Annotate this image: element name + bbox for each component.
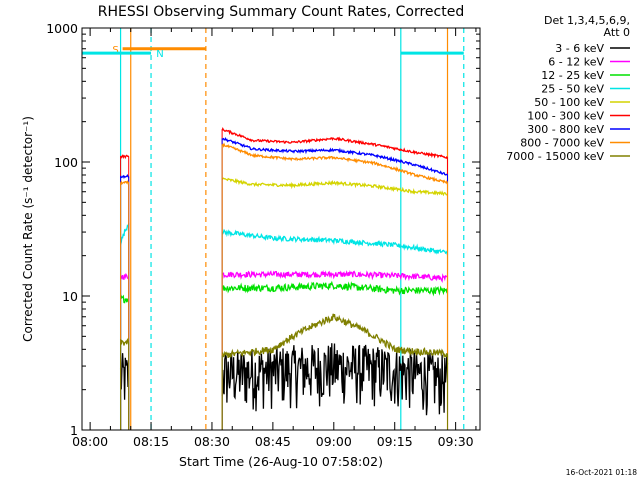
legend-entry-label: 25 - 50 keV [541, 83, 604, 96]
legend-entry-label: 3 - 6 keV [555, 42, 604, 55]
legend-entry-label: 300 - 800 keV [527, 123, 604, 136]
series-line-7000-15000-kev [222, 313, 449, 359]
series-line-12-25-kev [221, 280, 449, 297]
chart-title: RHESSI Observing Summary Count Rates, Co… [98, 4, 464, 20]
legend-header: Det 1,3,4,5,6,9, [544, 14, 630, 27]
y-tick-label: 1000 [46, 21, 78, 36]
y-tick-label: 10 [62, 289, 78, 304]
x-tick-label: 08:15 [133, 434, 169, 449]
data-series [119, 127, 449, 430]
night-bar-label: N [156, 49, 163, 60]
x-tick-label: 08:45 [255, 434, 291, 449]
saa-bar-label: S [112, 45, 118, 56]
series-line-6-12-kev [222, 270, 449, 283]
y-tick-label: 1 [70, 423, 78, 438]
x-tick-label: 09:00 [316, 434, 352, 449]
y-axis: 1 10 100 1000 [46, 21, 480, 438]
series-line-7000-15000-kev [119, 337, 130, 346]
series-line-6-12-kev [119, 272, 130, 280]
y-axis-label: Corrected Count Rate (s⁻¹ detector⁻¹) [21, 116, 35, 342]
legend-entry-label: 800 - 7000 keV [520, 137, 604, 150]
x-tick-label: 08:30 [194, 434, 230, 449]
series-line-25-50-kev [221, 228, 449, 256]
x-tick-label: 08:00 [72, 434, 108, 449]
x-tick-label: 09:15 [377, 434, 413, 449]
legend-entry-label: 50 - 100 keV [534, 96, 604, 109]
series-line-800-7000-kev [120, 180, 130, 186]
series-line-100-300-kev [120, 154, 130, 160]
legend-entry-label: 6 - 12 keV [548, 56, 604, 69]
series-line-300-800-kev [120, 174, 130, 179]
series-line-800-7000-kev [221, 142, 449, 185]
legend-header: Att 0 [604, 26, 630, 39]
series-line-300-800-kev [221, 137, 448, 176]
x-tick-label: 09:30 [438, 434, 474, 449]
x-axis: 08:00 08:15 08:30 08:45 09:00 09:15 09:30 [72, 28, 477, 449]
plot-area [81, 27, 481, 431]
series-line-3-6-kev [119, 353, 130, 400]
series-line-3-6-kev [221, 343, 449, 416]
legend-entry-label: 12 - 25 keV [541, 69, 604, 82]
y-tick-label: 100 [54, 155, 78, 170]
timestamp: 16-Oct-2021 01:18 [566, 468, 637, 477]
series-line-25-50-kev [119, 223, 130, 245]
legend-entry-label: 7000 - 15000 keV [506, 150, 604, 163]
series-line-100-300-kev [221, 127, 448, 160]
series-line-50-100-kev [221, 177, 448, 197]
legend-entry-label: 100 - 300 keV [527, 110, 604, 123]
x-axis-label: Start Time (26-Aug-10 07:58:02) [179, 454, 383, 469]
series-line-12-25-kev [119, 294, 130, 304]
